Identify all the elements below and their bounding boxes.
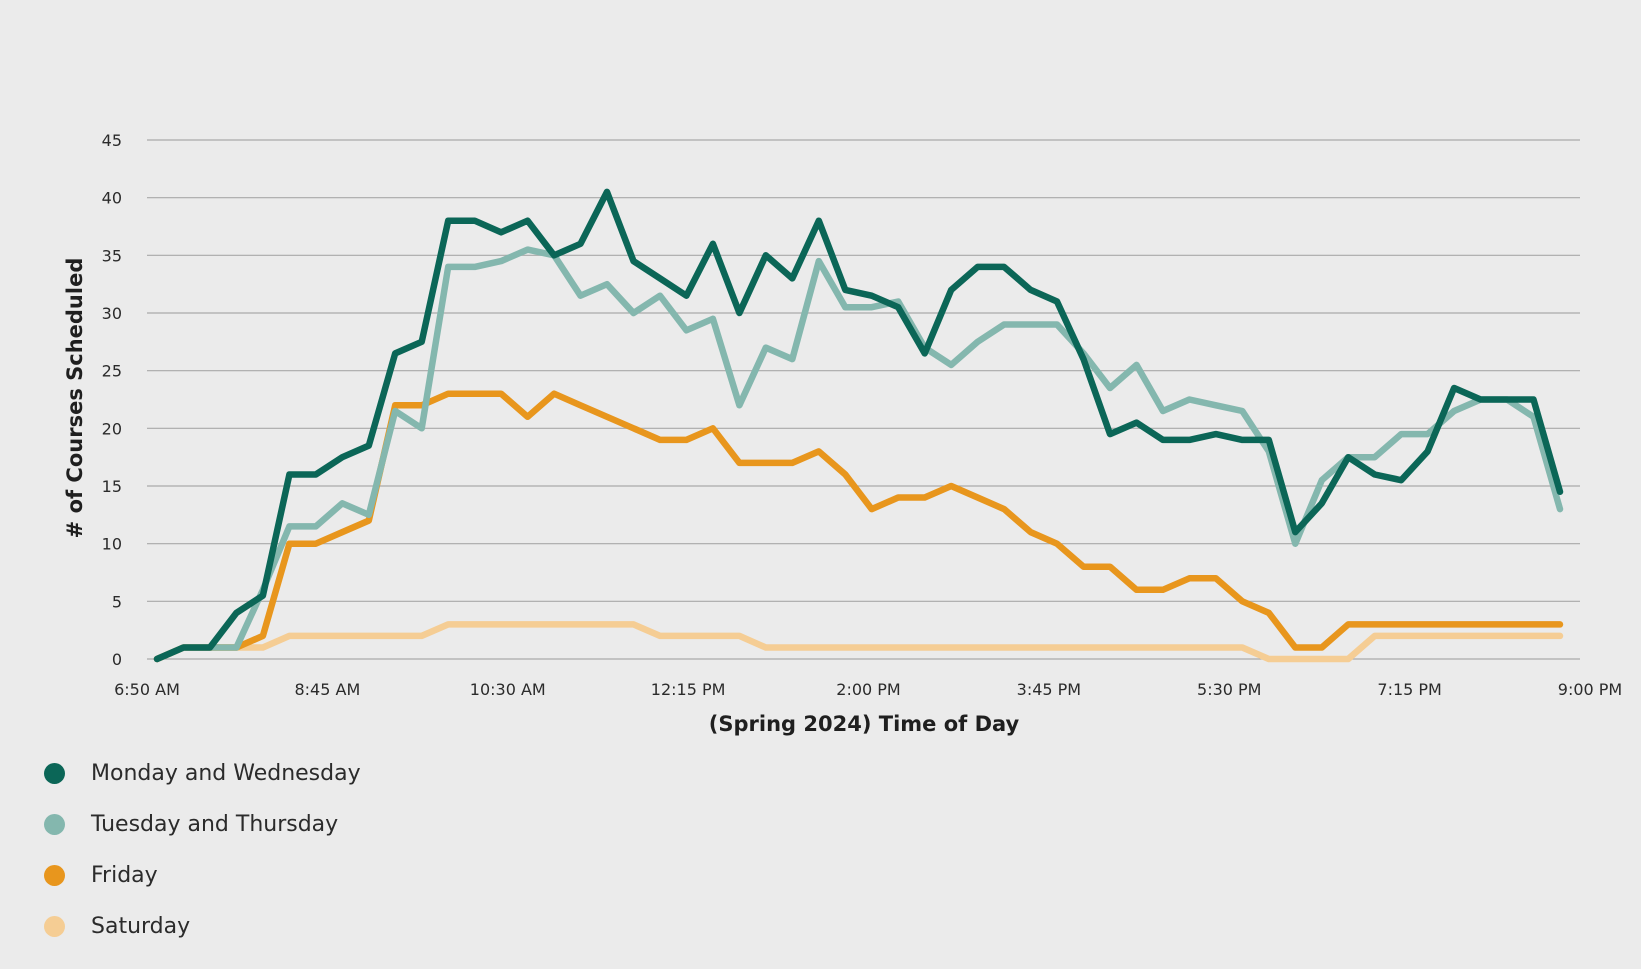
legend-label: Monday and Wednesday — [91, 761, 361, 786]
y-tick-label: 10 — [102, 535, 122, 554]
legend-swatch — [44, 763, 65, 784]
legend-item: Saturday — [44, 901, 361, 952]
y-tick-label: 20 — [102, 419, 122, 438]
y-tick-label: 25 — [102, 362, 122, 381]
y-axis-label: # of Courses Scheduled — [63, 258, 87, 539]
y-tick-label: 30 — [102, 304, 122, 323]
series-line-saturday — [153, 621, 1564, 663]
x-axis-label: (Spring 2024) Time of Day — [709, 712, 1020, 736]
x-tick-label: 10:30 AM — [470, 680, 546, 699]
series-lines — [153, 188, 1564, 663]
legend-label: Saturday — [91, 914, 191, 939]
x-tick-label: 5:30 PM — [1197, 680, 1261, 699]
gridlines — [147, 139, 1580, 660]
x-tick-label: 8:45 AM — [294, 680, 360, 699]
legend-label: Tuesday and Thursday — [91, 812, 339, 837]
x-axis-ticks: 6:50 AM 8:45 AM 10:30 AM 12:15 PM 2:00 PM 3:4… — [114, 680, 1622, 699]
series-line-monday-and-wednesday — [153, 188, 1564, 663]
y-tick-label: 5 — [112, 592, 122, 611]
legend-item: Tuesday and Thursday — [44, 799, 361, 850]
legend-label: Friday — [91, 863, 158, 888]
x-tick-label: 12:15 PM — [651, 680, 726, 699]
x-tick-label: 6:50 AM — [114, 680, 180, 699]
legend-item: Friday — [44, 850, 361, 901]
legend-swatch — [44, 865, 65, 886]
x-tick-label: 3:45 PM — [1017, 680, 1081, 699]
series-line-friday — [153, 390, 1564, 663]
legend-swatch — [44, 814, 65, 835]
y-tick-label: 40 — [102, 189, 122, 208]
legend-swatch — [44, 916, 65, 937]
y-tick-label: 15 — [102, 477, 122, 496]
x-tick-label: 2:00 PM — [836, 680, 900, 699]
legend: Monday and Wednesday Tuesday and Thursday… — [44, 748, 361, 952]
y-tick-label: 35 — [102, 246, 122, 265]
y-tick-label: 45 — [102, 131, 122, 150]
y-axis-ticks: 0 5 10 15 20 25 30 35 40 45 — [102, 131, 122, 669]
y-tick-label: 0 — [112, 650, 122, 669]
legend-item: Monday and Wednesday — [44, 748, 361, 799]
x-tick-label: 9:00 PM — [1558, 680, 1622, 699]
x-tick-label: 7:15 PM — [1377, 680, 1441, 699]
series-line-tuesday-and-thursday — [153, 246, 1564, 663]
